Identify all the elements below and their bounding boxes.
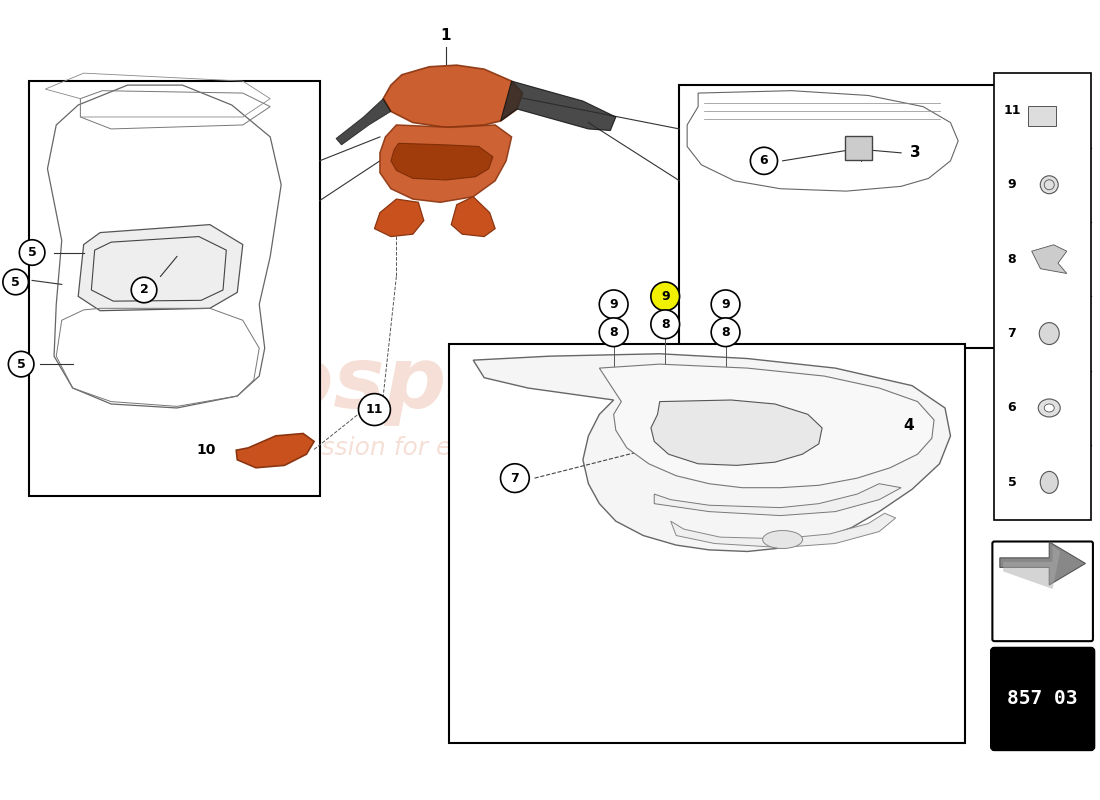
Text: 5: 5 — [11, 275, 20, 289]
Text: 9: 9 — [1008, 178, 1016, 191]
Text: 5: 5 — [1008, 476, 1016, 489]
Polygon shape — [374, 199, 424, 237]
Circle shape — [9, 351, 34, 377]
Polygon shape — [236, 434, 315, 468]
Text: 5: 5 — [28, 246, 36, 259]
Text: 10: 10 — [196, 443, 216, 458]
Polygon shape — [1000, 542, 1086, 585]
Ellipse shape — [1040, 322, 1059, 345]
Ellipse shape — [1038, 399, 1060, 417]
FancyBboxPatch shape — [680, 85, 1014, 348]
Text: 3: 3 — [910, 146, 921, 160]
FancyBboxPatch shape — [994, 73, 1091, 519]
FancyBboxPatch shape — [29, 81, 320, 496]
Circle shape — [651, 310, 680, 338]
Text: 7: 7 — [510, 472, 519, 485]
Circle shape — [3, 270, 29, 294]
Polygon shape — [1003, 546, 1060, 589]
Text: 857 03: 857 03 — [1008, 690, 1078, 709]
Polygon shape — [78, 225, 243, 310]
Text: 9: 9 — [661, 290, 670, 303]
Text: 1: 1 — [440, 28, 451, 43]
Circle shape — [359, 394, 390, 426]
Ellipse shape — [1044, 404, 1054, 412]
FancyBboxPatch shape — [449, 344, 965, 743]
Ellipse shape — [1041, 471, 1058, 494]
Polygon shape — [671, 514, 895, 547]
Circle shape — [712, 290, 740, 318]
Text: 11: 11 — [1003, 104, 1021, 117]
Circle shape — [600, 318, 628, 346]
FancyBboxPatch shape — [992, 542, 1093, 641]
FancyBboxPatch shape — [991, 648, 1093, 750]
Text: 9: 9 — [722, 298, 730, 311]
FancyBboxPatch shape — [1028, 106, 1056, 126]
Polygon shape — [651, 400, 822, 466]
Text: eurospares: eurospares — [113, 342, 658, 426]
Circle shape — [500, 464, 529, 493]
Polygon shape — [383, 65, 522, 127]
Circle shape — [651, 282, 680, 310]
Text: 8: 8 — [661, 318, 670, 330]
Polygon shape — [379, 125, 512, 202]
Polygon shape — [654, 484, 901, 515]
Polygon shape — [473, 354, 950, 551]
Polygon shape — [451, 197, 495, 237]
Polygon shape — [600, 364, 934, 488]
Text: 6: 6 — [1008, 402, 1016, 414]
Polygon shape — [1032, 245, 1067, 274]
Polygon shape — [500, 81, 616, 130]
Text: 8: 8 — [722, 326, 730, 338]
Text: 5: 5 — [16, 358, 25, 370]
Circle shape — [131, 278, 157, 302]
Polygon shape — [336, 98, 390, 145]
Ellipse shape — [762, 530, 803, 549]
Polygon shape — [390, 143, 493, 180]
Text: 8: 8 — [1008, 253, 1016, 266]
Text: 4: 4 — [903, 418, 914, 433]
Text: 2: 2 — [140, 283, 148, 297]
Text: a passion for excellence: a passion for excellence — [267, 436, 570, 460]
Text: 7: 7 — [1008, 327, 1016, 340]
Text: 6: 6 — [760, 154, 768, 167]
Circle shape — [712, 318, 740, 346]
Circle shape — [600, 290, 628, 318]
FancyBboxPatch shape — [845, 136, 872, 160]
Circle shape — [20, 240, 45, 266]
Text: 9: 9 — [609, 298, 618, 311]
Text: 11: 11 — [365, 403, 383, 416]
Circle shape — [750, 147, 778, 174]
Text: 8: 8 — [609, 326, 618, 338]
Ellipse shape — [1041, 176, 1058, 194]
